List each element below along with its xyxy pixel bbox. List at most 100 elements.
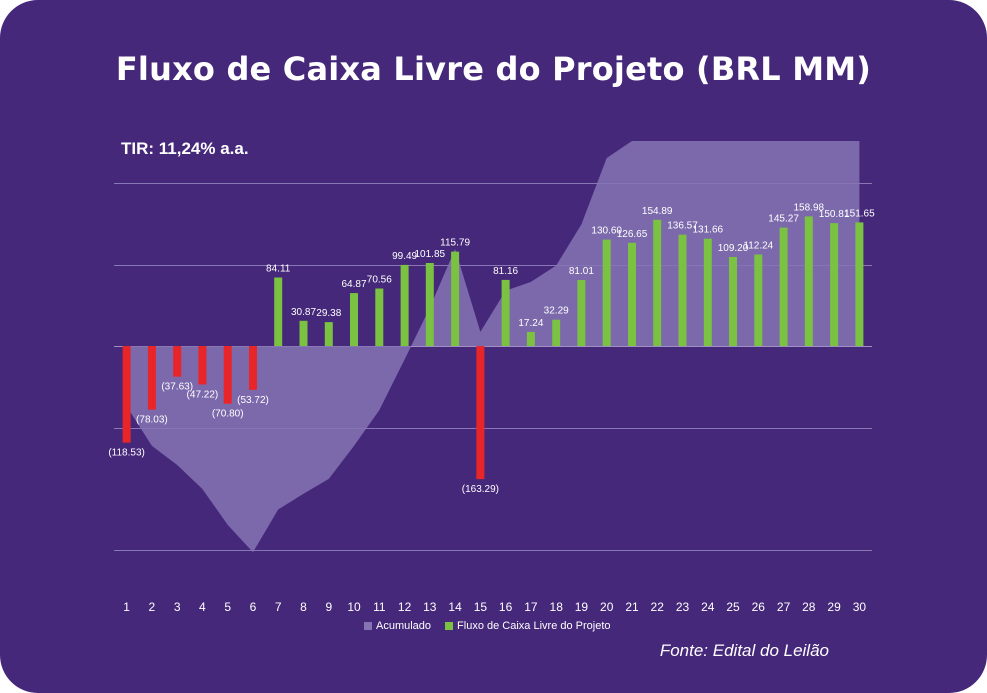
- legend: Acumulado Fluxo de Caixa Livre do Projet…: [364, 620, 611, 632]
- bar-25: [729, 257, 737, 346]
- data-label-14: 115.79: [440, 238, 470, 249]
- data-label-8: 30.87: [291, 307, 316, 318]
- bar-4: [198, 346, 207, 385]
- x-tick-21: 21: [625, 600, 639, 614]
- data-label-23: 136.57: [667, 221, 698, 232]
- bar-22: [653, 219, 662, 346]
- x-tick-27: 27: [777, 600, 791, 614]
- bar-3: [173, 346, 182, 377]
- legend-swatch-accumulated: [364, 622, 372, 630]
- data-label-16: 81.16: [493, 266, 518, 277]
- data-label-2: (78.03): [136, 415, 168, 426]
- data-label-19: 81.01: [569, 266, 594, 277]
- x-tick-11: 11: [373, 600, 386, 614]
- data-label-3: (37.63): [161, 382, 193, 393]
- bar-2: [147, 346, 156, 410]
- data-label-15: (163.29): [462, 484, 499, 495]
- data-label-7: 84.11: [266, 264, 291, 275]
- data-label-25: 109.20: [718, 243, 749, 254]
- bar-24: [703, 238, 712, 346]
- bar-16: [501, 279, 510, 346]
- data-label-27: 145.27: [768, 214, 799, 225]
- x-tick-13: 13: [423, 600, 437, 614]
- bar-14: [451, 251, 460, 346]
- data-label-1: (118.53): [108, 448, 145, 459]
- bar-19: [577, 280, 586, 346]
- data-label-17: 17.24: [518, 318, 543, 329]
- x-tick-9: 9: [325, 600, 332, 614]
- x-tick-5: 5: [224, 600, 231, 614]
- bar-21: [628, 242, 636, 346]
- bar-13: [425, 263, 434, 346]
- x-tick-8: 8: [300, 600, 307, 614]
- data-label-6: (53.72): [237, 395, 269, 406]
- x-tick-7: 7: [275, 600, 282, 614]
- bar-26: [754, 254, 763, 346]
- bar-10: [350, 293, 358, 346]
- bar-6: [249, 346, 257, 390]
- x-tick-6: 6: [250, 600, 257, 614]
- x-tick-24: 24: [701, 600, 715, 614]
- bar-9: [324, 322, 333, 346]
- x-tick-22: 22: [651, 600, 665, 614]
- data-label-13: 101.85: [415, 249, 446, 260]
- legend-item-accumulated: Acumulado: [364, 620, 431, 632]
- data-label-30: 151.65: [844, 208, 875, 219]
- bar-30: [855, 222, 864, 346]
- data-label-29: 150.81: [819, 209, 850, 220]
- bar-23: [678, 234, 687, 346]
- x-tick-2: 2: [149, 600, 156, 614]
- data-label-10: 64.87: [341, 279, 366, 290]
- data-label-9: 29.38: [316, 308, 341, 319]
- bar-8: [299, 320, 308, 346]
- data-label-20: 130.60: [591, 226, 622, 237]
- bar-27: [779, 227, 788, 346]
- x-tick-26: 26: [752, 600, 766, 614]
- data-label-12: 99.49: [392, 251, 417, 262]
- bar-11: [375, 288, 384, 346]
- source-note: Fonte: Edital do Leilão: [659, 641, 829, 660]
- accumulated-area: [126, 141, 860, 553]
- data-labels: (118.53) (78.03) (37.63)(47.22) (70.80) (53.…: [108, 202, 875, 495]
- x-tick-15: 15: [474, 600, 488, 614]
- x-tick-4: 4: [199, 600, 206, 614]
- x-tick-20: 20: [600, 600, 614, 614]
- bar-17: [526, 331, 535, 346]
- x-tick-12: 12: [398, 600, 412, 614]
- bar-7: [274, 277, 283, 346]
- bar-1: [122, 346, 131, 443]
- data-label-28: 158.98: [794, 202, 825, 213]
- legend-item-cash-flow: Fluxo de Caixa Livre do Projeto: [445, 620, 611, 632]
- x-tick-1: 1: [123, 600, 130, 614]
- accumulated-area-path: [126, 141, 860, 553]
- x-axis-ticks: 1 2 3 4 5 6 7 8 9 10 11 12 13 14 15 16 17 18 19 20 21 22 23 24 2…: [123, 600, 866, 614]
- bar-5: [223, 346, 232, 404]
- legend-label-cash-flow: Fluxo de Caixa Livre do Projeto: [457, 620, 611, 632]
- x-tick-28: 28: [802, 600, 816, 614]
- bar-29: [830, 223, 839, 346]
- bars: [122, 216, 864, 480]
- x-tick-17: 17: [524, 600, 538, 614]
- legend-swatch-cash-flow: [445, 622, 454, 630]
- bar-28: [804, 216, 813, 346]
- data-label-18: 32.29: [544, 306, 569, 317]
- bar-12: [400, 264, 409, 346]
- bar-18: [552, 319, 561, 346]
- x-tick-18: 18: [550, 600, 564, 614]
- data-label-5: (70.80): [212, 409, 244, 420]
- x-tick-23: 23: [676, 600, 690, 614]
- data-label-24: 131.66: [693, 225, 724, 236]
- x-tick-25: 25: [726, 600, 740, 614]
- x-tick-30: 30: [853, 600, 867, 614]
- legend-label-accumulated: Acumulado: [376, 620, 432, 632]
- x-tick-3: 3: [174, 600, 181, 614]
- x-tick-10: 10: [347, 600, 361, 614]
- bar-15: [476, 346, 485, 480]
- x-tick-29: 29: [827, 600, 841, 614]
- bar-20: [602, 239, 611, 346]
- x-tick-14: 14: [448, 600, 462, 614]
- x-tick-16: 16: [499, 600, 513, 614]
- data-label-22: 154.89: [642, 206, 673, 217]
